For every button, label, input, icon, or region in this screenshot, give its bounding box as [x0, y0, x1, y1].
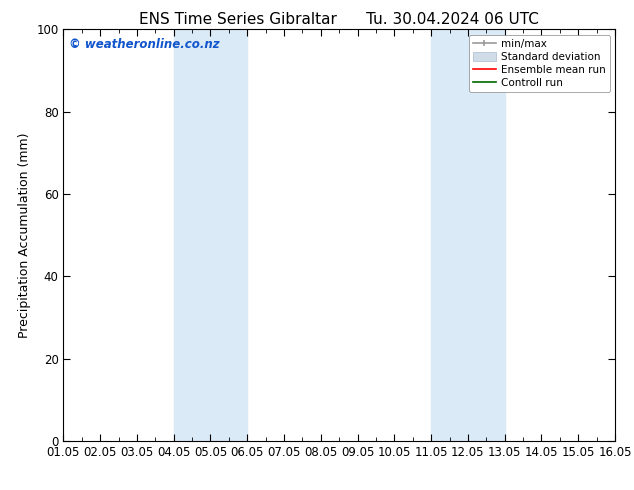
Text: © weatheronline.co.nz: © weatheronline.co.nz	[69, 38, 219, 50]
Bar	[431, 29, 505, 441]
Bar	[174, 29, 247, 441]
Y-axis label: Precipitation Accumulation (mm): Precipitation Accumulation (mm)	[18, 132, 30, 338]
Title: ENS Time Series Gibraltar      Tu. 30.04.2024 06 UTC: ENS Time Series Gibraltar Tu. 30.04.2024…	[139, 12, 539, 27]
Legend: min/max, Standard deviation, Ensemble mean run, Controll run: min/max, Standard deviation, Ensemble me…	[469, 35, 610, 92]
